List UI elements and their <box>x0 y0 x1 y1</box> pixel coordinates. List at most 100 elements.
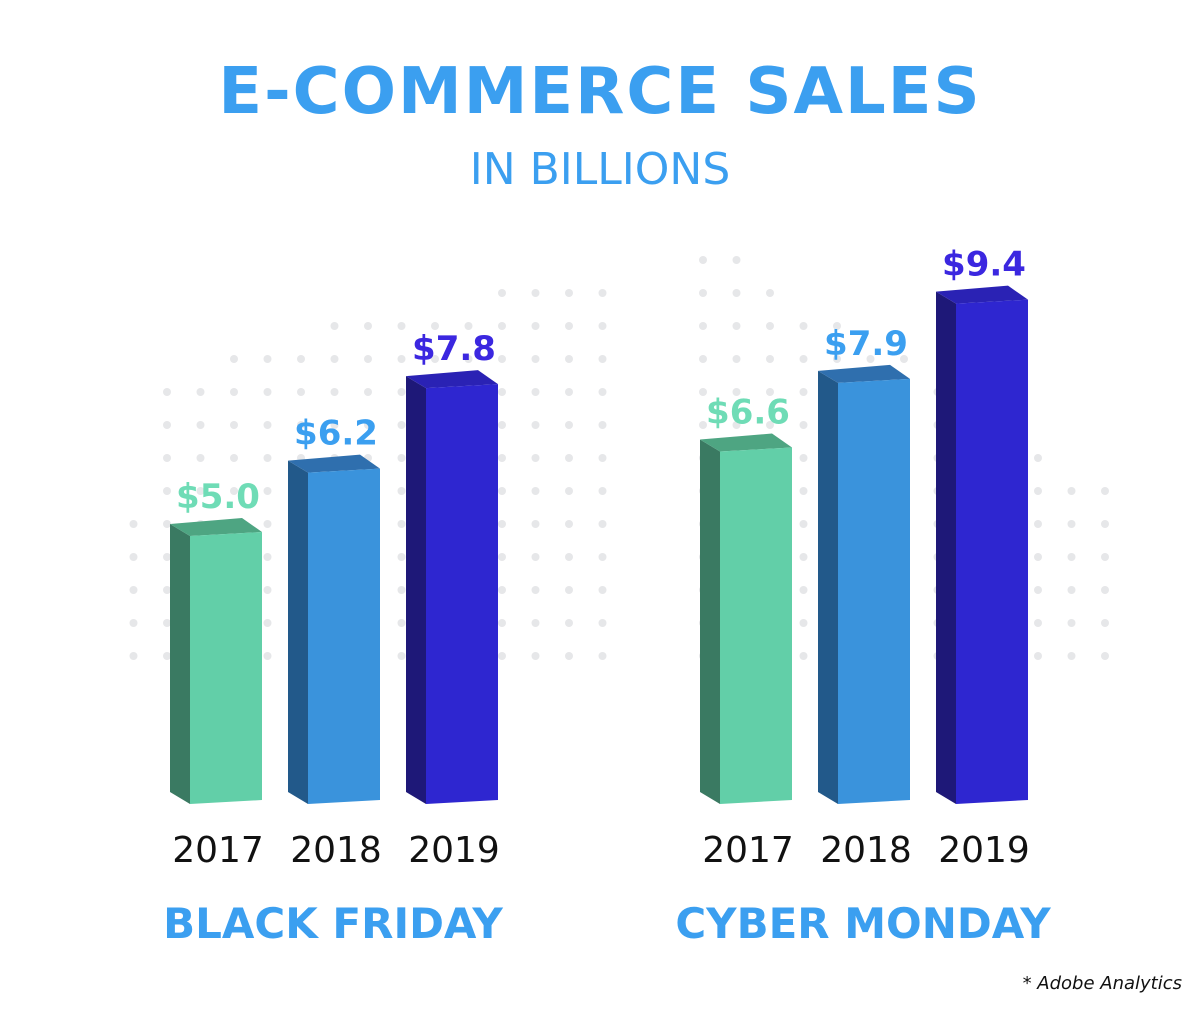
source-note: * Adobe Analytics <box>1022 973 1182 994</box>
background-dot <box>799 487 808 495</box>
background-dot <box>1101 553 1109 561</box>
bar-cyber-monday-2019 <box>956 299 1028 804</box>
background-dot <box>397 586 406 594</box>
background-dot <box>464 355 473 363</box>
background-dot <box>598 322 607 330</box>
background-dot <box>498 355 506 363</box>
background-dot <box>498 322 506 330</box>
background-dot <box>263 355 272 363</box>
background-dot <box>766 322 774 330</box>
background-dot <box>196 388 205 396</box>
bar-black-friday-2018 <box>308 468 380 804</box>
background-dot <box>498 520 506 528</box>
background-dot <box>1067 520 1076 528</box>
background-dot <box>330 421 339 429</box>
bar-top-black-friday-2019 <box>406 370 498 389</box>
bar-side-black-friday-2017 <box>170 524 190 804</box>
background-dot <box>230 487 238 495</box>
background-dot <box>565 355 573 363</box>
category-label-black-friday-2017: 2017 <box>172 830 264 871</box>
background-dot <box>531 355 540 363</box>
background-dot <box>799 388 808 396</box>
chart-subtitle: IN BILLIONS <box>469 144 731 195</box>
background-dot <box>1067 487 1076 495</box>
background-dot <box>598 652 607 660</box>
background-dot <box>263 652 272 660</box>
background-dot <box>1067 619 1076 627</box>
category-label-cyber-monday-2018: 2018 <box>820 830 912 871</box>
background-dot <box>598 553 607 561</box>
background-dot <box>498 487 506 495</box>
background-dot <box>732 355 741 363</box>
background-dot <box>163 652 171 660</box>
background-dot <box>1034 454 1042 462</box>
background-dot <box>799 322 808 330</box>
bar-cyber-monday-2018 <box>838 378 910 804</box>
background-dot <box>598 619 607 627</box>
background-dot <box>196 454 205 462</box>
background-dot <box>330 388 339 396</box>
background-dot <box>732 256 741 264</box>
background-dot <box>866 355 875 363</box>
background-dot <box>799 520 808 528</box>
background-dot <box>1101 652 1109 660</box>
background-dot <box>799 553 808 561</box>
bar-side-black-friday-2019 <box>406 376 426 804</box>
background-dot <box>498 652 506 660</box>
background-dot <box>699 322 707 330</box>
background-dot <box>230 388 238 396</box>
background-dot <box>163 553 171 561</box>
background-dot <box>498 454 506 462</box>
bar-black-friday-2019 <box>426 384 498 804</box>
background-dot <box>766 289 774 297</box>
value-label-black-friday-2018: $6.2 <box>294 414 378 454</box>
background-dot <box>531 553 540 561</box>
background-dot <box>397 487 406 495</box>
bar-top-black-friday-2017 <box>170 518 262 536</box>
bar-top-cyber-monday-2018 <box>818 364 910 383</box>
background-dot <box>598 289 607 297</box>
background-dot <box>699 355 707 363</box>
background-dot <box>766 388 774 396</box>
background-dot <box>230 421 238 429</box>
background-dot <box>565 553 573 561</box>
bar-black-friday-2017 <box>190 532 262 804</box>
background-dot <box>297 388 305 396</box>
value-label-cyber-monday-2017: $6.6 <box>706 393 790 433</box>
background-dot <box>498 289 506 297</box>
background-dot <box>766 421 774 429</box>
chart-title: E-COMMERCE SALES <box>218 55 982 129</box>
background-dot <box>799 355 808 363</box>
background-dot <box>263 487 272 495</box>
value-label-cyber-monday-2018: $7.9 <box>824 324 908 364</box>
background-dot <box>397 619 406 627</box>
bar-top-black-friday-2018 <box>288 454 380 473</box>
background-dot <box>565 586 573 594</box>
category-label-black-friday-2018: 2018 <box>290 830 382 871</box>
background-dot <box>833 322 841 330</box>
background-dot <box>598 520 607 528</box>
background-dot <box>263 454 272 462</box>
background-dot <box>699 388 707 396</box>
background-dot <box>598 454 607 462</box>
background-dot <box>129 520 138 528</box>
background-dot <box>598 487 607 495</box>
background-dot <box>799 652 808 660</box>
background-dot <box>297 421 305 429</box>
background-dot <box>163 520 171 528</box>
background-dot <box>263 520 272 528</box>
background-dot <box>129 619 138 627</box>
background-dot <box>799 619 808 627</box>
background-dot <box>1101 619 1109 627</box>
background-dot <box>330 355 339 363</box>
background-dot <box>129 652 138 660</box>
background-dot <box>1034 652 1042 660</box>
background-dot <box>397 454 406 462</box>
background-dot <box>1034 553 1042 561</box>
background-dot <box>397 388 406 396</box>
background-dot <box>598 586 607 594</box>
background-dot <box>364 322 372 330</box>
background-dot <box>531 619 540 627</box>
